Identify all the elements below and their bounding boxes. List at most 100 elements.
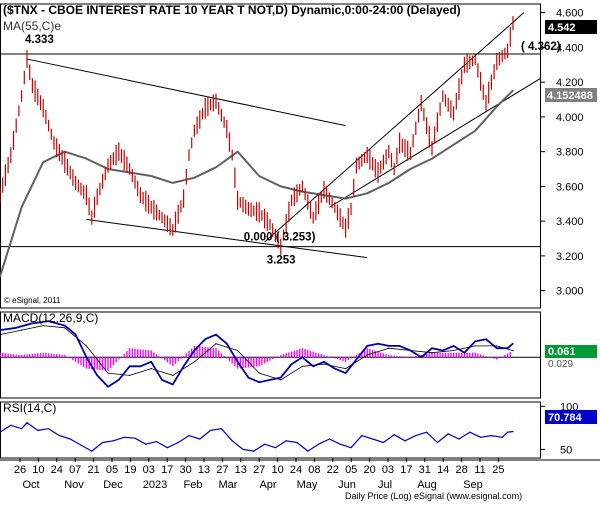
signal-line-point	[150, 367, 152, 370]
macd-line-point	[420, 356, 422, 358]
rsi-line-point	[91, 450, 93, 452]
macd-line-point	[64, 324, 66, 327]
price-tick-label: 4.400	[556, 42, 584, 54]
trend-line	[26, 58, 346, 127]
signal-value: 0.029	[548, 359, 573, 370]
signal-line-point	[107, 372, 109, 374]
rsi-line-point	[177, 441, 179, 444]
date-day-label: 13	[235, 464, 247, 476]
rsi-line-point	[48, 428, 50, 430]
signal-line-point	[85, 345, 87, 347]
ma-line-point	[496, 105, 498, 108]
macd-line-point	[85, 356, 87, 358]
price-annotation: 3.253	[267, 255, 296, 267]
footer-text: Daily Price (Log) eSignal (www.esignal.c…	[345, 491, 522, 501]
rsi-line-point	[501, 436, 503, 438]
signal-line-point	[258, 372, 260, 374]
last-price-value: 4.542	[548, 22, 576, 34]
rsi-line-point	[328, 438, 330, 440]
date-day-label: 27	[253, 464, 265, 476]
macd-line-point	[463, 352, 465, 354]
macd-line-point	[48, 320, 50, 322]
signal-line-point	[215, 343, 217, 345]
rsi-line-point	[220, 428, 222, 430]
rsi-line-point	[242, 448, 244, 450]
rsi-value-tag: 70.784	[545, 410, 597, 424]
date-day-label: 05	[106, 464, 118, 476]
rsi-line-point	[145, 443, 147, 445]
price-tick-label: 3.200	[556, 251, 584, 263]
ma-line-point	[409, 168, 411, 170]
rsi-panel-frame	[0, 401, 541, 459]
rsi-line-point	[415, 435, 417, 437]
rsi-line-point	[382, 441, 384, 444]
last-price-tag: 4.542	[545, 20, 597, 34]
ma-line-point	[366, 192, 368, 194]
date-day-label: 21	[87, 464, 99, 476]
macd-line-point	[172, 383, 174, 386]
macd-line-point	[139, 365, 141, 367]
date-day-label: 28	[455, 464, 467, 476]
signal-line-point	[172, 374, 174, 376]
macd-line-point	[409, 349, 411, 352]
price-tick-label: 4.600	[556, 8, 584, 20]
rsi-line-point	[469, 431, 471, 433]
macd-line-point	[0, 329, 1, 331]
rsi-line-point	[458, 438, 460, 440]
rsi-line-point	[339, 443, 341, 445]
signal-line-point	[237, 349, 239, 352]
date-day-label: 22	[327, 464, 339, 476]
rsi-line-point	[253, 450, 255, 452]
date-month-label: Apr	[259, 479, 276, 491]
rsi-line-point	[231, 440, 233, 442]
rsi-series	[0, 422, 514, 452]
macd-line-point	[431, 347, 433, 349]
date-day-label: 26	[14, 464, 26, 476]
rsi-line-point	[307, 450, 309, 452]
macd-line-point	[247, 377, 249, 379]
macd-title: MACD(12,26,9,C)	[3, 311, 98, 325]
date-month-label: 2023	[143, 479, 167, 491]
ma-line-point	[512, 89, 514, 92]
rsi-line-point	[426, 431, 428, 433]
ma-line-point	[193, 177, 195, 179]
date-day-label: 17	[161, 464, 173, 476]
rsi-line-point	[350, 447, 352, 449]
ma-value-tag: 4.152488	[545, 88, 597, 102]
signal-line-point	[129, 374, 131, 376]
rsi-line-point	[80, 444, 82, 446]
signal-line-point	[366, 354, 368, 356]
macd-line-point	[31, 322, 33, 324]
date-day-label: 24	[290, 464, 302, 476]
rsi-line-point	[296, 441, 298, 444]
date-day-label: 07	[69, 464, 81, 476]
date-day-label: 24	[51, 464, 63, 476]
rsi-line-point	[480, 436, 482, 438]
rsi-line-point	[490, 435, 492, 437]
ma-line-point	[258, 175, 260, 177]
price-tick-label: 4.200	[556, 77, 584, 89]
macd-line-point	[301, 356, 303, 358]
ma-line-point	[85, 158, 87, 160]
date-day-label: 19	[124, 464, 136, 476]
rsi-line-point	[318, 443, 320, 445]
rsi-current-value: 70.784	[548, 412, 583, 424]
signal-line-point	[21, 329, 23, 331]
rsi-line-point	[285, 440, 287, 442]
macd-line	[0, 320, 514, 388]
ma-line-point	[453, 144, 455, 146]
rsi-line-point	[436, 441, 438, 444]
ma-line-point	[388, 182, 390, 184]
ma-current-value: 4.152488	[547, 90, 593, 102]
macd-line-point	[96, 374, 98, 376]
price-series	[0, 16, 514, 278]
date-day-label: 03	[143, 464, 155, 476]
macd-value: 0.061	[548, 346, 576, 358]
rsi-line-point	[0, 431, 1, 433]
rsi-line-point	[69, 438, 71, 440]
trend-line	[86, 218, 368, 259]
macd-line-point	[280, 377, 282, 379]
price-annotation: 4.333	[25, 34, 54, 46]
date-month-label: Aug	[417, 479, 437, 491]
date-month-label: Oct	[22, 479, 39, 491]
